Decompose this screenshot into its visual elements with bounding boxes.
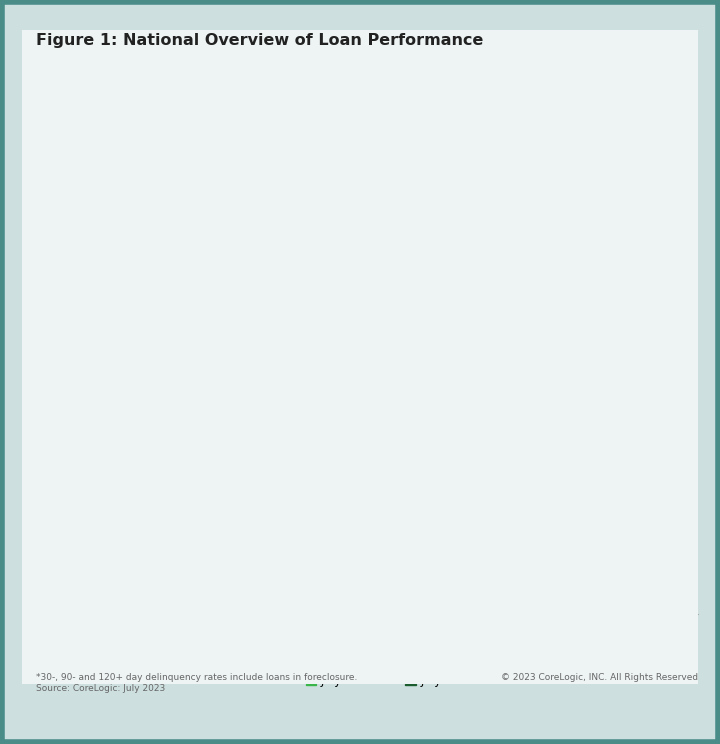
Text: 0.3: 0.3 (628, 573, 646, 583)
Text: 0.8: 0.8 (569, 530, 587, 540)
Text: 0.3: 0.3 (367, 573, 386, 583)
Text: 1.3: 1.3 (222, 487, 240, 498)
Bar (304, 580, 332, 614)
Bar (564, 545, 592, 614)
Bar (363, 588, 391, 614)
Text: 1.3: 1.3 (454, 487, 473, 498)
Text: 0.4: 0.4 (308, 565, 327, 574)
Bar (449, 503, 477, 614)
Bar (276, 580, 304, 614)
Bar (217, 503, 245, 614)
Bar (130, 383, 158, 614)
Text: 1.0: 1.0 (541, 513, 559, 523)
Text: 0.4: 0.4 (281, 565, 300, 574)
Text: 0.2: 0.2 (395, 582, 414, 591)
Bar (536, 528, 564, 614)
Text: 1.0: 1.0 (482, 513, 500, 523)
Text: © 2023 CoreLogic, INC. All Rights Reserved: © 2023 CoreLogic, INC. All Rights Reserv… (501, 673, 698, 682)
Bar (103, 357, 130, 614)
Bar (477, 528, 505, 614)
Text: 0.3: 0.3 (655, 573, 674, 583)
Bar (651, 588, 678, 614)
Text: 2.7: 2.7 (135, 368, 153, 378)
Bar (623, 588, 651, 614)
Bar (189, 503, 217, 614)
Text: 1.3: 1.3 (194, 487, 212, 498)
Bar (391, 597, 418, 614)
Text: The nation’s overall delinquency
rate continued to recede on a
year-over-year ba: The nation’s overall delinquency rate co… (455, 121, 649, 190)
Legend: July 2022, July 2023: July 2022, July 2023 (306, 675, 475, 687)
Text: *30-, 90- and 120+ day delinquency rates include loans in foreclosure.
Source: C: *30-, 90- and 120+ day delinquency rates… (36, 673, 357, 693)
Text: 3.0: 3.0 (107, 342, 126, 352)
Text: Figure 1: National Overview of Loan Performance: Figure 1: National Overview of Loan Perf… (36, 33, 483, 48)
Y-axis label: Percentage Rate: Percentage Rate (42, 311, 52, 403)
